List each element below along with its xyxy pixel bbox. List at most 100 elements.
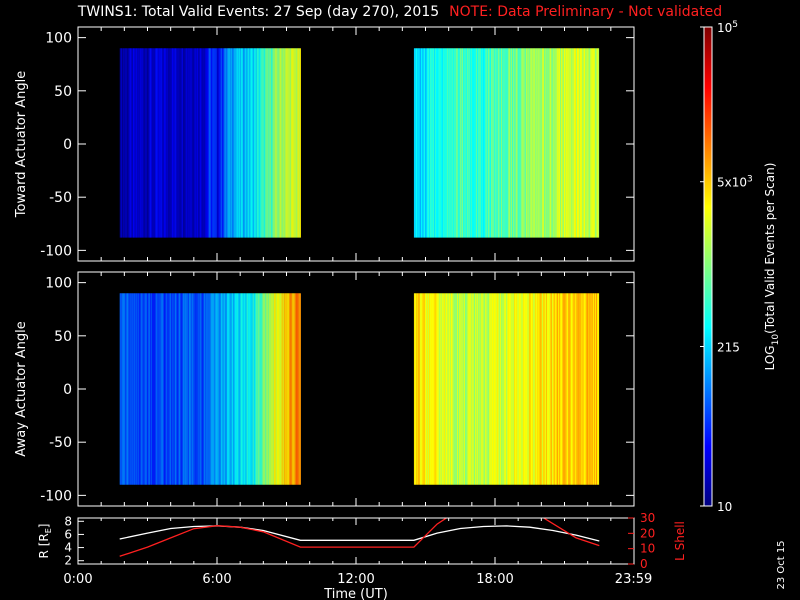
heatmap-column (551, 48, 554, 238)
heatmap-column (505, 293, 508, 485)
heatmap-column (553, 48, 556, 238)
heatmap-column (226, 293, 228, 485)
heatmap-column (550, 293, 553, 485)
heatmap-column (523, 48, 526, 238)
colorbar-step (704, 208, 712, 210)
colorbar-step (704, 391, 712, 393)
heatmap-column (184, 293, 186, 485)
colorbar-step (704, 480, 712, 482)
heatmap-column (206, 48, 208, 238)
colorbar-step (704, 44, 712, 46)
heatmap-column (296, 293, 298, 485)
colorbar-step (704, 47, 712, 49)
colorbar-step (704, 473, 712, 475)
heatmap-column (268, 48, 270, 238)
heatmap-column (435, 293, 438, 485)
heatmap-column (292, 293, 294, 485)
heatmap-column (463, 293, 466, 485)
heatmap-column (560, 48, 563, 238)
colorbar-step (704, 456, 712, 458)
heatmap-column (414, 48, 417, 238)
heatmap-column (557, 293, 560, 485)
colorbar-step (704, 392, 712, 394)
heatmap-column (464, 293, 467, 485)
colorbar-step (704, 418, 712, 420)
colorbar-step (704, 179, 712, 181)
heatmap-column (522, 48, 525, 238)
colorbar-step (704, 469, 712, 471)
heatmap-column (435, 48, 438, 238)
colorbar-step (704, 470, 712, 472)
colorbar-step (704, 445, 712, 447)
heatmap-block (413, 48, 600, 238)
heatmap-column (502, 48, 505, 238)
heatmap-column (494, 48, 497, 238)
colorbar-step (704, 290, 712, 292)
heatmap-column (424, 48, 427, 238)
heatmap-column (208, 48, 210, 238)
heatmap-column (509, 48, 512, 238)
heatmap-column (580, 48, 583, 238)
colorbar-step (704, 455, 712, 457)
colorbar-step (704, 227, 712, 229)
heatmap-column (200, 293, 202, 485)
heatmap-column (298, 293, 300, 485)
heatmap-column (427, 48, 430, 238)
colorbar-step (704, 63, 712, 65)
heatmap-column (445, 48, 448, 238)
heatmap-column (443, 48, 446, 238)
heatmap-column (269, 293, 271, 485)
colorbar-step (704, 257, 712, 259)
heatmap-column (240, 293, 242, 485)
colorbar-step (704, 335, 712, 337)
colorbar-step (704, 488, 712, 490)
colorbar-step (704, 239, 712, 241)
colorbar-step (704, 388, 712, 390)
colorbar-step (704, 96, 712, 98)
colorbar-step (704, 36, 712, 38)
colorbar-step (704, 328, 712, 330)
colorbar-step (704, 301, 712, 303)
colorbar-step (704, 417, 712, 419)
heatmap-column (544, 48, 547, 238)
heatmap-block (119, 48, 301, 238)
colorbar-step (704, 465, 712, 467)
heatmap-column (561, 293, 564, 485)
colorbar-step (704, 223, 712, 225)
orbit-y-tick-label: 2 (64, 554, 72, 568)
heatmap-column (460, 48, 463, 238)
heatmap-column (184, 48, 186, 238)
heatmap-column (507, 293, 510, 485)
heatmap-column (586, 48, 589, 238)
heatmap-column (594, 48, 597, 238)
y-tick-label: 100 (45, 276, 72, 292)
colorbar-step (704, 157, 712, 159)
colorbar-step (704, 320, 712, 322)
heatmap-column (518, 293, 521, 485)
heatmap-column (245, 293, 247, 485)
heatmap-column (263, 48, 265, 238)
heatmap-column (203, 48, 205, 238)
heatmap-column (418, 48, 421, 238)
heatmap-column (225, 293, 227, 485)
heatmap-column (167, 293, 169, 485)
colorbar-step (704, 153, 712, 155)
colorbar-step (704, 460, 712, 462)
colorbar-step (704, 52, 712, 54)
heatmap-column (592, 48, 595, 238)
heatmap-column (231, 48, 233, 238)
heatmap-column (283, 48, 285, 238)
colorbar-step (704, 141, 712, 143)
heatmap-column (576, 48, 579, 238)
heatmap-column (501, 48, 504, 238)
colorbar-step (704, 474, 712, 476)
heatmap-column (265, 293, 267, 485)
heatmap-column (278, 293, 280, 485)
colorbar-step (704, 248, 712, 250)
colorbar-step (704, 232, 712, 234)
heatmap-column (292, 48, 294, 238)
heatmap-column (531, 293, 534, 485)
heatmap-column (550, 48, 553, 238)
heatmap-column (293, 48, 295, 238)
heatmap-column (515, 293, 518, 485)
